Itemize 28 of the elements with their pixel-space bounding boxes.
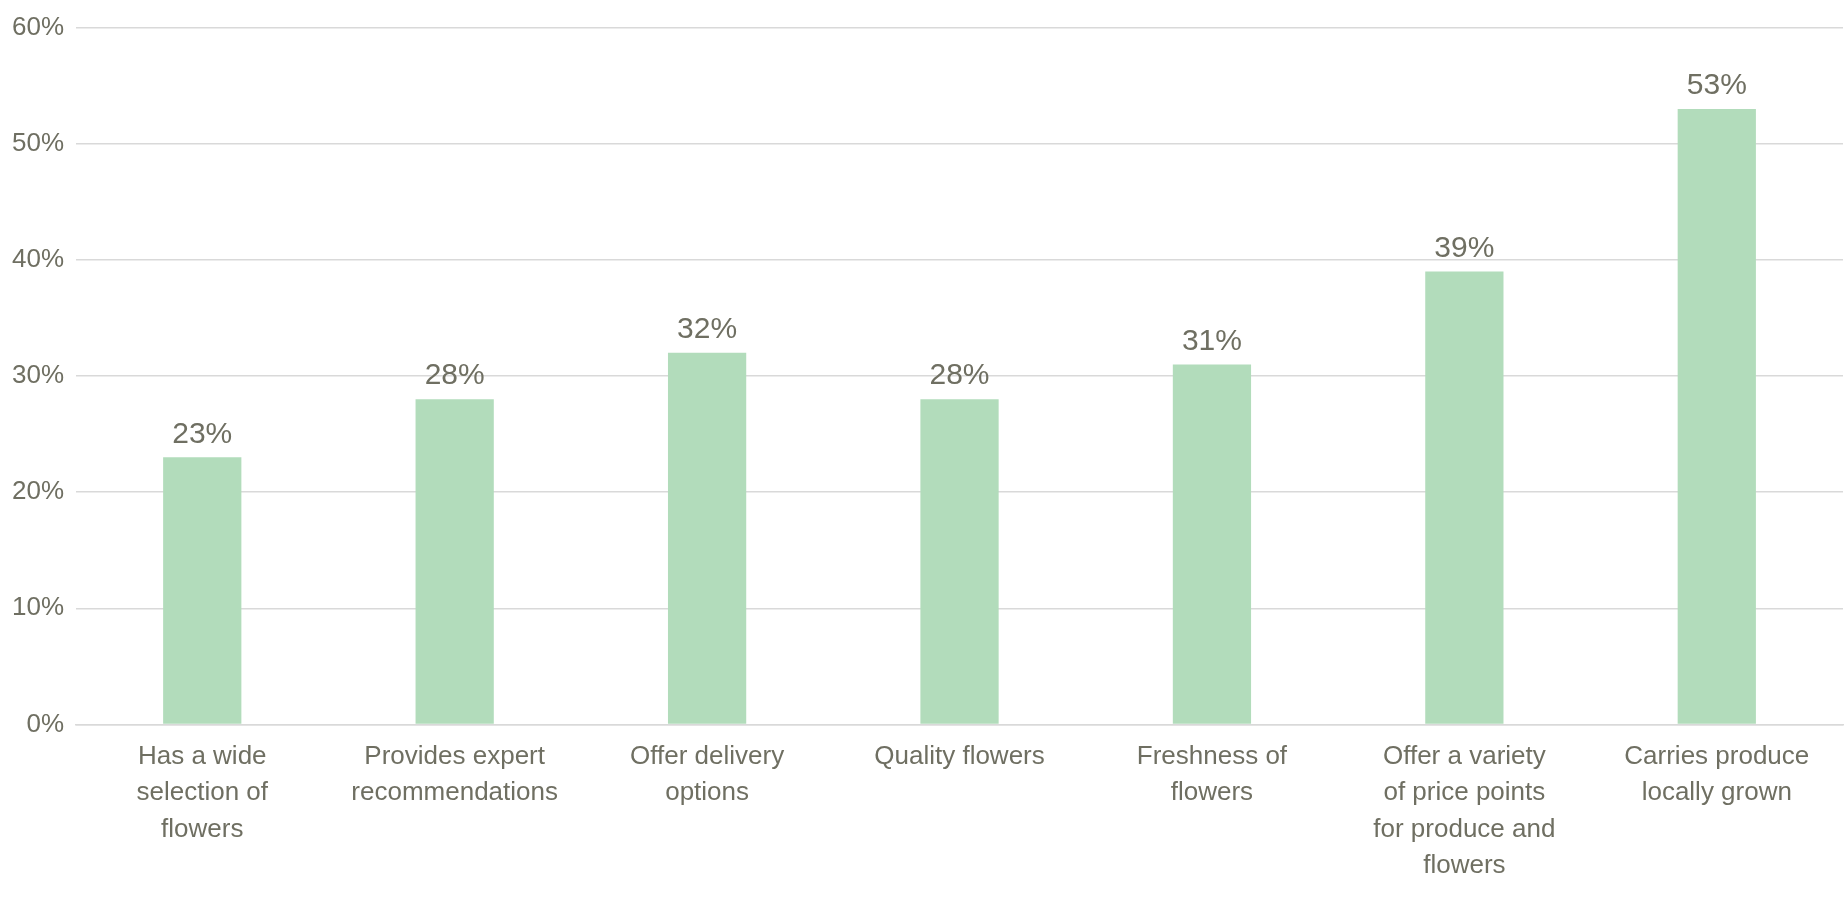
bar bbox=[1425, 271, 1504, 724]
y-tick-label: 40% bbox=[11, 243, 65, 274]
data-label: 23% bbox=[172, 415, 233, 449]
y-tick-label: 10% bbox=[11, 591, 65, 622]
bar bbox=[415, 399, 494, 724]
x-tick-label: Provides expert recommendations bbox=[351, 739, 558, 807]
y-tick-label: 20% bbox=[11, 475, 65, 506]
bar bbox=[1172, 364, 1252, 724]
data-label: 32% bbox=[677, 311, 738, 345]
y-tick-label: 0% bbox=[26, 707, 65, 738]
x-tick-label: Quality flowers bbox=[874, 739, 1045, 770]
data-label: 39% bbox=[1434, 229, 1495, 263]
y-tick-label: 30% bbox=[11, 359, 65, 390]
x-tick-label: Offer a variety of price points for produce and flowers bbox=[1373, 739, 1556, 879]
x-tick-label: Carries produce locally grown bbox=[1624, 739, 1810, 807]
data-label: 28% bbox=[929, 357, 990, 391]
y-tick-label: 50% bbox=[11, 126, 65, 157]
x-tick-label: Offer delivery options bbox=[630, 739, 785, 807]
x-tick-label: Has a wide selection of flowers bbox=[136, 739, 269, 843]
data-label: 31% bbox=[1181, 322, 1242, 356]
data-label: 28% bbox=[424, 357, 485, 391]
bar bbox=[920, 399, 999, 724]
data-label: 53% bbox=[1686, 67, 1747, 101]
bar bbox=[667, 352, 747, 724]
x-tick-label: Freshness of flowers bbox=[1136, 739, 1288, 807]
bar bbox=[163, 457, 242, 724]
y-tick-label: 60% bbox=[11, 10, 65, 41]
bar bbox=[1677, 108, 1756, 724]
